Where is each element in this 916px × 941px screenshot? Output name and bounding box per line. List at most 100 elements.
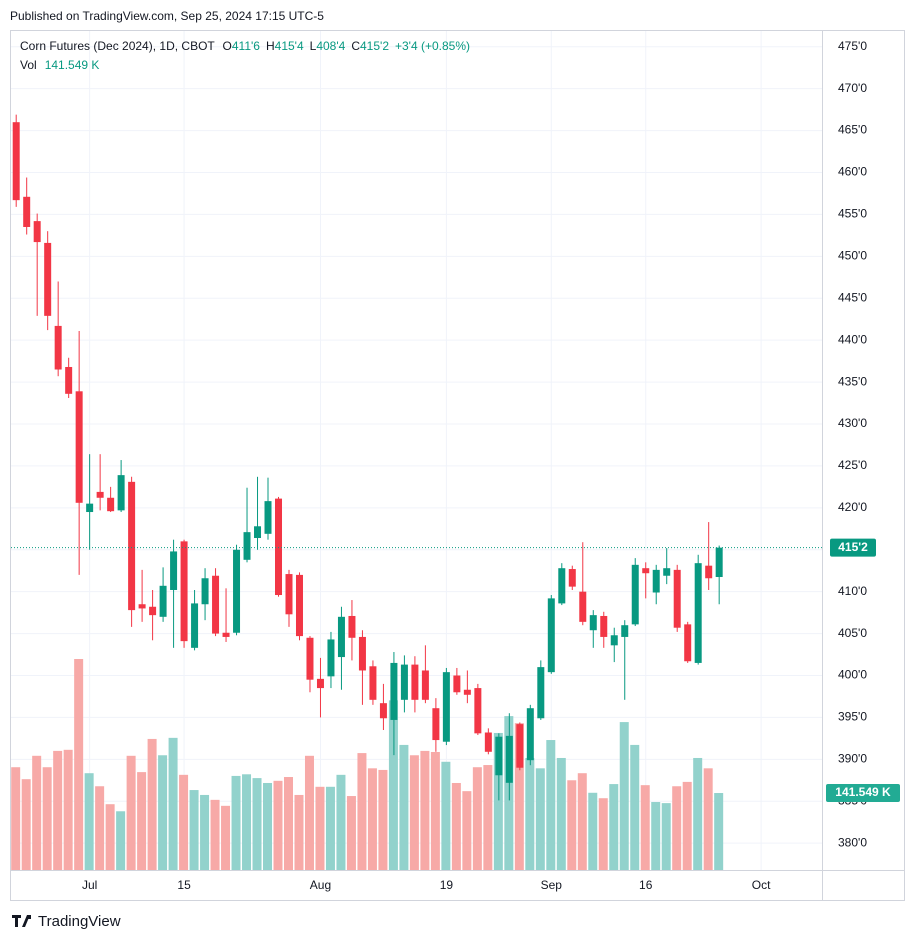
candle-body xyxy=(54,325,62,370)
volume-bar xyxy=(325,786,335,870)
candle-body xyxy=(180,541,188,642)
y-tick-label: 470'0 xyxy=(838,81,867,95)
candle-body xyxy=(44,242,52,316)
volume-bar xyxy=(63,749,73,870)
volume-bar xyxy=(105,804,115,870)
ohlc-value: 415'4 xyxy=(275,39,304,53)
candle-body xyxy=(96,491,104,498)
candle-body xyxy=(453,675,461,693)
candle-body xyxy=(201,578,209,605)
candle-body xyxy=(138,604,146,609)
candle-body xyxy=(170,551,178,590)
candle-body xyxy=(421,670,429,700)
volume-bar xyxy=(546,740,556,870)
volume-bar xyxy=(179,774,189,870)
ohlc-value: 415'2 xyxy=(360,39,389,53)
ohlc-value: 408'4 xyxy=(316,39,345,53)
candle-body xyxy=(663,568,671,576)
candle-body xyxy=(149,606,157,616)
volume-bar xyxy=(640,785,650,870)
volume-bar xyxy=(158,755,168,870)
x-tick-label: 16 xyxy=(639,878,653,892)
volume-legend: Vol 141.549 K xyxy=(20,58,99,72)
candle-body xyxy=(379,703,387,719)
y-tick-label: 420'0 xyxy=(838,500,867,514)
volume-bar xyxy=(74,659,84,870)
candle-body xyxy=(295,574,303,637)
volume-bar xyxy=(346,796,356,870)
volume-bar xyxy=(441,761,451,870)
candle-body xyxy=(516,724,524,768)
volume-bar xyxy=(588,792,598,870)
ohlc-key: C xyxy=(351,39,360,53)
volume-key: Vol xyxy=(20,58,37,72)
candle-body xyxy=(65,366,73,394)
volume-bar xyxy=(126,755,136,870)
volume-bar xyxy=(367,768,377,870)
candle-body xyxy=(432,708,440,741)
y-tick-label: 390'0 xyxy=(838,752,867,766)
volume-bar xyxy=(11,767,21,870)
candle-body xyxy=(495,736,503,776)
candle-body xyxy=(327,639,335,677)
volume-bar xyxy=(210,799,220,870)
volume-layer xyxy=(11,659,724,870)
candle-body xyxy=(358,636,366,671)
candle-body xyxy=(12,122,20,201)
candle-body xyxy=(411,664,419,700)
candle-body xyxy=(631,564,639,625)
x-tick-label: Sep xyxy=(541,878,563,892)
candle-body xyxy=(159,585,167,617)
candle-body xyxy=(337,616,345,658)
volume-bar xyxy=(200,794,210,870)
y-tick-label: 440'0 xyxy=(838,332,867,346)
x-tick-label: 15 xyxy=(177,878,191,892)
volume-bar xyxy=(388,700,398,870)
volume-bar xyxy=(304,755,314,870)
y-tick-label: 435'0 xyxy=(838,374,867,388)
axes: 475'0 470'0 465'0 460'0 455'0 450'0 445'0 440'0… xyxy=(11,39,900,892)
y-tick-label: 460'0 xyxy=(838,165,867,179)
x-tick-label: 19 xyxy=(440,878,454,892)
footer-brand: TradingView xyxy=(38,913,121,930)
volume-bar xyxy=(242,774,252,870)
candle-body xyxy=(537,667,545,719)
volume-bar xyxy=(378,769,388,870)
volume-bar xyxy=(221,805,231,870)
volume-bar xyxy=(693,757,703,870)
volume-bar xyxy=(535,768,545,870)
candle-body xyxy=(75,391,83,503)
y-tick-label: 380'0 xyxy=(838,835,867,849)
candle-body xyxy=(254,526,262,539)
y-tick-label: 410'0 xyxy=(838,584,867,598)
last-price-label: 415'2 xyxy=(838,540,868,554)
volume-bar xyxy=(409,755,419,870)
candle-body xyxy=(222,632,230,637)
volume-bar xyxy=(661,803,671,870)
candle-body xyxy=(243,532,251,560)
volume-bar xyxy=(168,737,178,870)
candle-body xyxy=(673,569,681,628)
candle-layer xyxy=(12,114,723,801)
volume-bar xyxy=(42,767,52,870)
volume-bar xyxy=(116,811,126,870)
candle-body xyxy=(23,196,31,227)
published-line: Published on TradingView.com, Sep 25, 20… xyxy=(10,9,324,23)
candle-body xyxy=(589,615,597,631)
ohlc-key: L xyxy=(310,39,317,53)
candle-body xyxy=(212,575,220,634)
y-tick-label: 405'0 xyxy=(838,626,867,640)
volume-bar xyxy=(598,798,608,870)
candle-body xyxy=(715,547,723,577)
volume-bar xyxy=(493,732,503,870)
y-tick-label: 445'0 xyxy=(838,290,867,304)
footer-logo: TradingView xyxy=(12,913,121,930)
volume-bar xyxy=(263,782,273,870)
last-volume-badge xyxy=(826,784,900,803)
ohlc-key: O xyxy=(223,39,232,53)
volume-bar xyxy=(472,767,482,870)
volume-bar xyxy=(451,782,461,870)
candle-body xyxy=(316,678,324,689)
y-tick-label: 455'0 xyxy=(838,207,867,221)
